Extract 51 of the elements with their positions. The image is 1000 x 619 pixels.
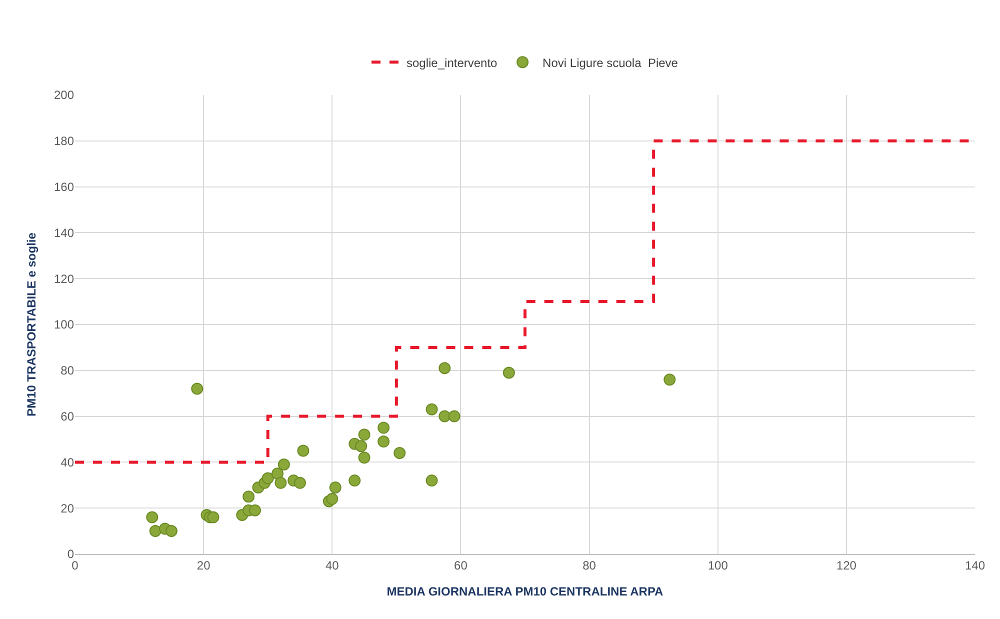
point bbox=[207, 511, 220, 524]
y-tick-label: 120 bbox=[54, 272, 74, 286]
point bbox=[664, 374, 676, 386]
point bbox=[149, 525, 162, 538]
point bbox=[438, 410, 451, 422]
point bbox=[326, 492, 338, 505]
x-tick-label: 20 bbox=[196, 558, 211, 572]
x-tick-label: 40 bbox=[325, 558, 340, 572]
point bbox=[348, 474, 361, 487]
point bbox=[394, 447, 406, 460]
point bbox=[502, 366, 515, 379]
point bbox=[358, 452, 370, 464]
point bbox=[242, 490, 255, 503]
y-tick-label: 20 bbox=[60, 501, 74, 516]
y-tick-label: 80 bbox=[60, 364, 74, 378]
point bbox=[294, 476, 306, 489]
point bbox=[358, 428, 370, 441]
y-tick-label: 180 bbox=[54, 134, 74, 148]
point bbox=[278, 458, 290, 470]
point bbox=[329, 481, 342, 494]
x-tick-label: 120 bbox=[836, 558, 857, 572]
point bbox=[448, 410, 460, 422]
y-axis-title: PM10 TRASPORTABILE e soglie bbox=[24, 232, 38, 416]
legend-label: soglie_intervento bbox=[406, 56, 498, 70]
x-tick-label: 60 bbox=[454, 558, 468, 572]
y-tick-label: 60 bbox=[60, 410, 74, 424]
x-tick-label: 80 bbox=[582, 558, 596, 572]
y-tick-label: 100 bbox=[54, 318, 74, 332]
point bbox=[191, 382, 204, 395]
y-tick-label: 160 bbox=[54, 180, 74, 194]
legend-label: Novi Ligure scuola Pieve bbox=[542, 56, 678, 70]
point bbox=[165, 525, 178, 538]
point bbox=[426, 474, 438, 487]
point bbox=[378, 436, 390, 448]
point bbox=[426, 403, 438, 416]
y-tick-label: 40 bbox=[60, 455, 74, 470]
y-tick-label: 140 bbox=[54, 226, 74, 240]
point bbox=[262, 472, 274, 484]
point bbox=[249, 504, 261, 516]
point bbox=[438, 362, 451, 374]
point bbox=[274, 476, 287, 489]
point bbox=[146, 511, 158, 524]
x-tick-label: 100 bbox=[708, 558, 728, 572]
point bbox=[297, 444, 310, 457]
point bbox=[355, 440, 368, 452]
point bbox=[272, 468, 284, 480]
y-tick-label: 0 bbox=[67, 547, 74, 562]
y-tick-label: 200 bbox=[54, 88, 74, 102]
x-axis-title: MEDIA GIORNALIERA PM10 CENTRALINE ARPA bbox=[386, 584, 664, 598]
x-tick-label: 140 bbox=[964, 558, 986, 572]
point bbox=[378, 422, 390, 434]
